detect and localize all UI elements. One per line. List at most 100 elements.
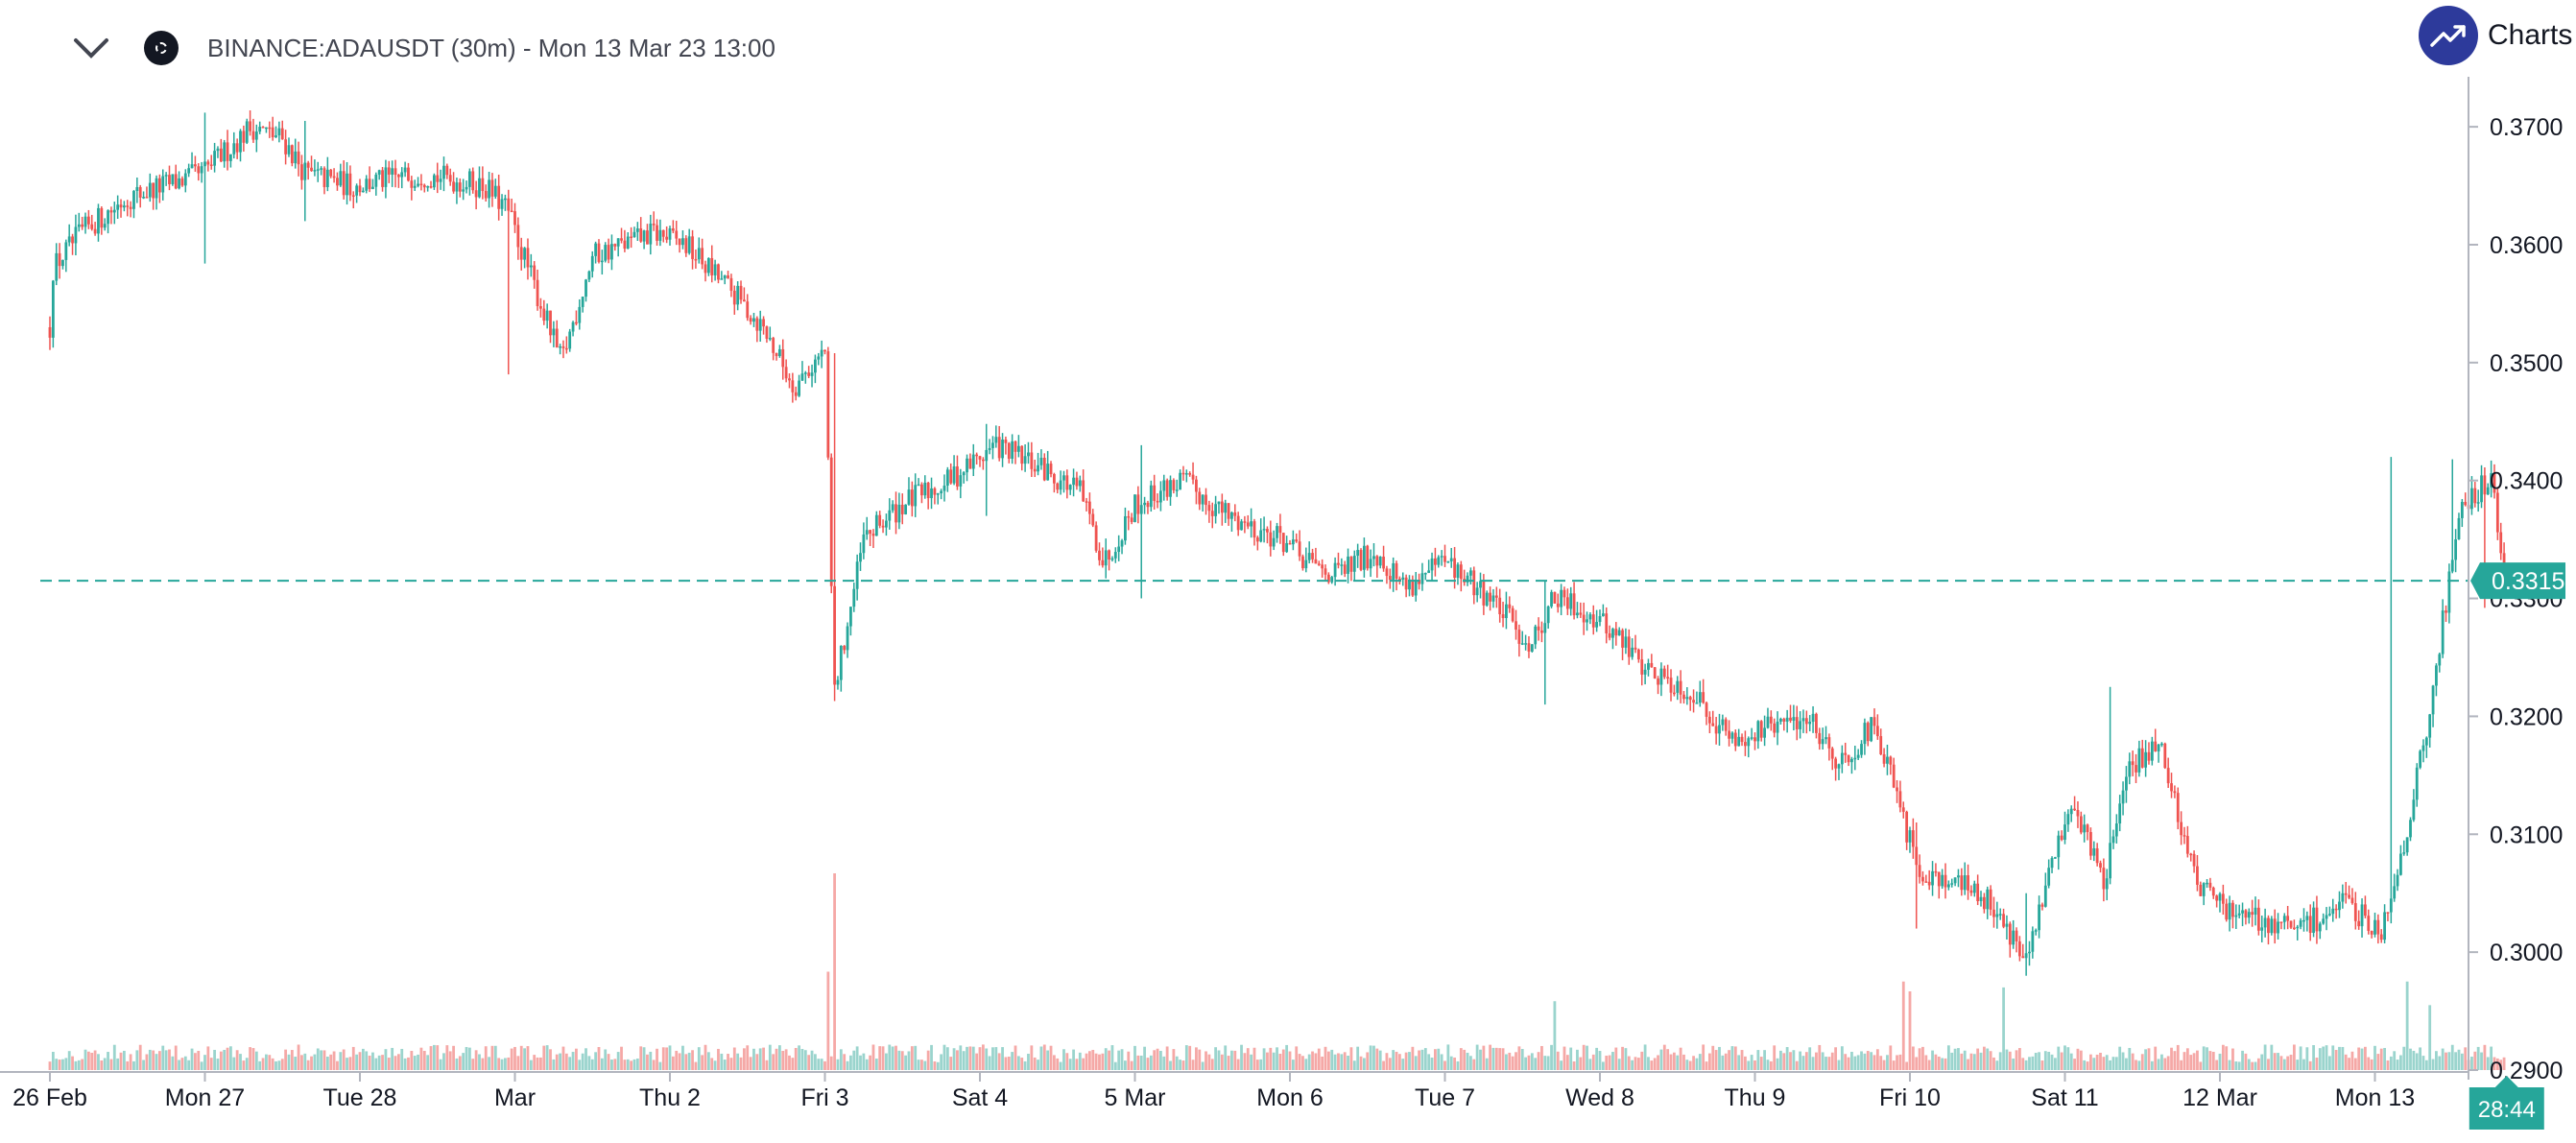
volume-bar [1898, 1054, 1902, 1070]
volume-bar [752, 1048, 755, 1070]
candle-body [348, 173, 352, 196]
candle-body [1636, 649, 1640, 660]
candle [1927, 869, 1931, 891]
candle [180, 176, 184, 187]
candle-body [1156, 500, 1159, 503]
volume-bar [1175, 1056, 1179, 1070]
volume-bar [442, 1053, 445, 1070]
volume-bar [2331, 1045, 2335, 1070]
volume-bar [300, 1055, 303, 1070]
volume-bar [1850, 1051, 1853, 1070]
volume-bar [749, 1057, 752, 1070]
candle [129, 201, 132, 218]
candle [656, 219, 658, 246]
volume-bar [148, 1049, 152, 1070]
candle [833, 353, 836, 702]
volume-bar [1224, 1045, 1228, 1070]
candle [923, 475, 927, 499]
candle [1065, 469, 1069, 499]
volume-bar [2038, 1052, 2040, 1070]
candle [1963, 862, 1967, 895]
brand-badge[interactable]: Charts powered by TradingView [2419, 0, 2576, 77]
price-axis[interactable]: 0.37000.36000.35000.34000.33000.32000.31… [2469, 114, 2563, 1084]
candle [187, 163, 191, 178]
candle [2173, 785, 2177, 798]
candle-body [2480, 475, 2483, 503]
volume-bar [2277, 1053, 2279, 1070]
candle [2296, 924, 2300, 941]
candle-body [2270, 918, 2274, 934]
candle [232, 131, 236, 159]
volume-bar [74, 1060, 78, 1070]
candle-body [1595, 622, 1599, 628]
volume-bar [891, 1046, 894, 1070]
candle-body [1530, 644, 1534, 652]
candle [1217, 501, 1221, 514]
candle [1498, 588, 1502, 623]
candle [1143, 496, 1146, 514]
volume-bar [2034, 1053, 2038, 1070]
candle [1595, 609, 1599, 632]
candle-body [2005, 923, 2009, 927]
candle-body [2099, 863, 2102, 869]
candle [2251, 899, 2254, 927]
candle-body [1181, 472, 1185, 475]
candle [1707, 711, 1711, 734]
candle [2038, 895, 2040, 939]
candle-body [58, 252, 61, 267]
candle [1475, 582, 1479, 603]
candle [859, 542, 862, 571]
cardano-coin-icon [144, 31, 179, 65]
candle [749, 315, 752, 325]
candle-body [859, 553, 862, 562]
candle-body [2327, 914, 2331, 916]
candle-body [1969, 890, 1973, 893]
candle-body [1087, 501, 1091, 514]
volume-bar [1443, 1060, 1446, 1070]
volume-bar [467, 1047, 471, 1070]
volume-bar [632, 1059, 636, 1070]
candle [549, 310, 552, 344]
candle [1866, 721, 1870, 747]
candle [962, 471, 966, 484]
candle [2325, 907, 2328, 931]
candle-body [1175, 489, 1179, 491]
volume-bar [2111, 1057, 2115, 1070]
volume-bar [2189, 1055, 2193, 1070]
volume-bar [736, 1053, 740, 1070]
volume-bar [1515, 1052, 1517, 1070]
volume-bar [2483, 1044, 2487, 1070]
candle [2364, 895, 2367, 918]
volume-bar [646, 1054, 649, 1070]
candle [1562, 586, 1566, 607]
chevron-down-icon[interactable] [65, 22, 117, 74]
volume-bar [697, 1047, 701, 1070]
volume-bar [410, 1050, 414, 1070]
candle-body [1143, 502, 1146, 506]
volume-bar [1198, 1049, 1202, 1070]
candle-body [1617, 630, 1621, 636]
volume-bar [1288, 1051, 1292, 1070]
candle-body [1430, 558, 1434, 571]
candle-body [1957, 875, 1960, 878]
candle-body [358, 185, 362, 193]
volume-bar [549, 1049, 552, 1070]
candle [107, 209, 109, 234]
candle [339, 163, 343, 187]
candle-body [843, 645, 847, 651]
volume-bar [1921, 1046, 1924, 1070]
candle [2166, 757, 2170, 789]
candle [1056, 482, 1060, 494]
candle [2114, 814, 2118, 844]
candle-body [1724, 719, 1728, 731]
candle-body [1004, 440, 1008, 443]
candle-body [1401, 577, 1405, 580]
candle-body [351, 195, 355, 197]
candle-body [1763, 727, 1766, 738]
volume-bar [772, 1054, 775, 1070]
candle [1156, 493, 1159, 509]
candle [1937, 871, 1941, 899]
